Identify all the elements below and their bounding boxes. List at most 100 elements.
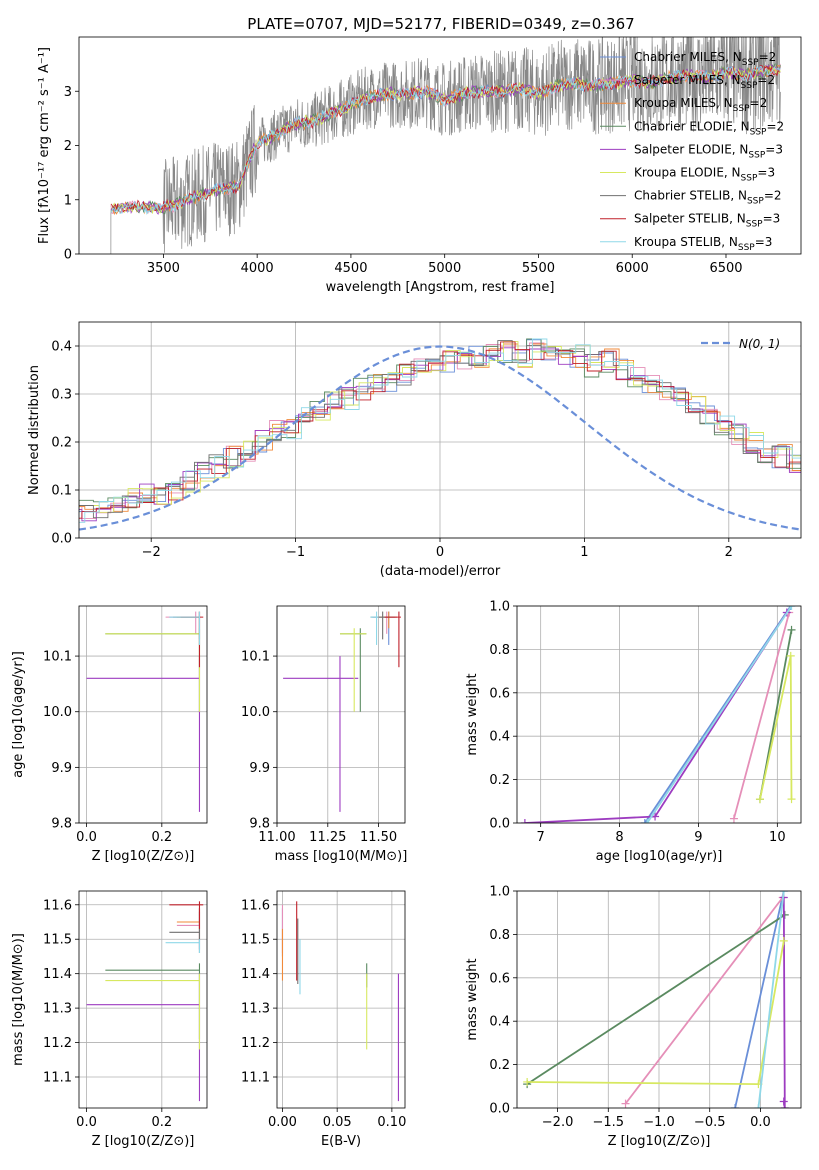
weight-marker (780, 1104, 789, 1108)
legend-label: Salpeter STELIB, NSSP=3 (634, 212, 780, 230)
legend-item: Salpeter STELIB, NSSP=3 (600, 212, 780, 230)
weight-marker (787, 606, 796, 610)
legend: Chabrier MILES, NSSP=2 Salpeter MILES, NS… (600, 50, 784, 253)
weight-marker (640, 819, 649, 823)
axes-frame (78, 605, 208, 824)
legend-label: Kroupa MILES, NSSP=2 (634, 96, 767, 114)
y-tick-label: 0.6 (489, 686, 510, 701)
x-tick-label: 0.0 (750, 1115, 771, 1130)
x-tick-label: 0.0 (76, 830, 97, 845)
y-tick-label: 0.2 (51, 436, 72, 451)
spectrum-axes: 3500 4000 4500 5000 5500 6000 6500 0 1 2 3 waveleng… (37, 36, 802, 295)
x-tick-label: 0.10 (377, 1115, 406, 1130)
y-tick-label: 0.0 (51, 532, 72, 547)
x-tick-label: 11.25 (309, 830, 346, 845)
y-tick-label: 0.1 (51, 484, 72, 499)
y-tick-label: 1.0 (489, 600, 510, 615)
weight-marker (755, 795, 764, 804)
y-tick-label: 0.4 (489, 1015, 510, 1030)
residual-histogram (79, 343, 801, 512)
figure-title: PLATE=0707, MJD=52177, FIBERID=0349, z=0… (247, 15, 634, 33)
weight-marker (523, 1077, 532, 1086)
legend-item: Kroupa MILES, NSSP=2 (600, 96, 767, 114)
y-tick-label: 11.5 (241, 933, 270, 948)
y-tick-label: 0.8 (489, 643, 510, 658)
weight_vs_age-axes: 7 8 9 10 0.0 0.2 0.4 0.6 0.8 1.0 age [log10(age/yr… (465, 600, 802, 864)
y-axis-label: mass weight (465, 673, 480, 755)
x-tick-label: 11.50 (360, 830, 397, 845)
x-tick-label: 4000 (241, 261, 274, 276)
model-spectrum (110, 65, 781, 215)
mass_vs_Z-axes: 0.0 0.2 11.1 11.2 11.3 11.4 11.5 11.6 Z [log10(Z… (11, 890, 208, 1149)
age_vs_mass-axes: 11.00 11.25 11.50 9.8 9.9 10.0 10.1 mass [log10… (241, 605, 408, 864)
y-tick-label: 0.3 (51, 388, 72, 403)
x-tick-label: 7 (537, 830, 545, 845)
y-tick-label: 3 (64, 85, 72, 100)
y-axis-label: Flux [fλ10⁻¹⁷ erg cm⁻² s⁻¹ A⁻¹] (37, 47, 52, 244)
y-tick-label: 0.2 (489, 773, 510, 788)
x-tick-label: 10 (769, 830, 786, 845)
x-axis-label: age [log10(age/yr)] (596, 849, 723, 864)
x-axis-label: (data-model)/error (380, 564, 501, 579)
weight-line (782, 897, 786, 1108)
y-tick-label: 10.0 (241, 705, 270, 720)
x-tick-label: −1 (286, 545, 305, 560)
y-tick-label: 11.3 (43, 1002, 72, 1017)
legend-label: N(0, 1) (739, 337, 780, 351)
y-tick-label: 0 (64, 248, 72, 263)
x-axis-label: E(B-V) (321, 1134, 361, 1149)
weight-marker (643, 819, 652, 823)
weight-marker (779, 891, 788, 895)
y-tick-label: 0.8 (489, 928, 510, 943)
axes-frame (276, 890, 406, 1109)
x-tick-label: 2 (725, 545, 733, 560)
residual-histogram (79, 338, 801, 523)
legend-item: Chabrier MILES, NSSP=2 (600, 50, 776, 68)
x-axis-label: mass [log10(M/M⊙)] (275, 849, 408, 864)
y-tick-label: 11.2 (43, 1036, 72, 1051)
weight-marker (787, 625, 796, 634)
y-tick-label: 10.0 (43, 705, 72, 720)
weight-marker (621, 1099, 630, 1108)
y-tick-label: 9.8 (51, 817, 72, 832)
x-axis-label: Z [log10(Z/Z⊙)] (608, 1134, 711, 1149)
legend-label: Chabrier MILES, NSSP=2 (634, 50, 776, 68)
weight-line (759, 655, 793, 800)
axes-frame (78, 321, 802, 539)
x-tick-label: 1 (580, 545, 588, 560)
weight-line (734, 891, 785, 1108)
residual-histogram (79, 339, 801, 512)
mass_vs_EBV-axes: 0.00 0.05 0.10 11.1 11.2 11.3 11.4 11.5 11.6 E(B-… (241, 890, 406, 1149)
weight-line (646, 606, 793, 823)
weight-line (524, 612, 788, 823)
y-tick-label: 11.4 (241, 967, 270, 982)
y-tick-label: 0.6 (489, 971, 510, 986)
x-tick-label: 3500 (147, 261, 180, 276)
residual-histogram (79, 338, 801, 513)
x-tick-label: −2 (142, 545, 161, 560)
x-axis-label: Z [log10(Z/Z⊙)] (92, 1134, 195, 1149)
x-tick-label: −0.5 (694, 1115, 726, 1130)
weight-marker (786, 651, 795, 660)
y-axis-label: Normed distribution (27, 365, 42, 495)
legend-label: Salpeter MILES, NSSP=2 (634, 73, 775, 91)
x-tick-label: 0 (436, 545, 444, 560)
y-tick-label: 10.1 (241, 650, 270, 665)
legend-label: Chabrier ELODIE, NSSP=2 (634, 119, 784, 137)
axes-frame (516, 605, 802, 824)
x-tick-label: 5000 (428, 261, 461, 276)
y-tick-label: 1 (64, 193, 72, 208)
y-tick-label: 9.8 (249, 817, 270, 832)
y-axis-label: mass [log10(M/M⊙)] (11, 933, 26, 1066)
residual-histogram (79, 342, 801, 520)
weight-line (733, 612, 791, 819)
y-tick-label: 9.9 (51, 761, 72, 776)
x-tick-label: 8 (615, 830, 623, 845)
y-tick-label: 11.2 (241, 1036, 270, 1051)
y-tick-label: 11.4 (43, 967, 72, 982)
y-tick-label: 11.1 (241, 1071, 270, 1086)
legend-label: Kroupa STELIB, NSSP=3 (634, 235, 772, 253)
weight-line (624, 896, 784, 1105)
y-tick-label: 0.4 (489, 730, 510, 745)
